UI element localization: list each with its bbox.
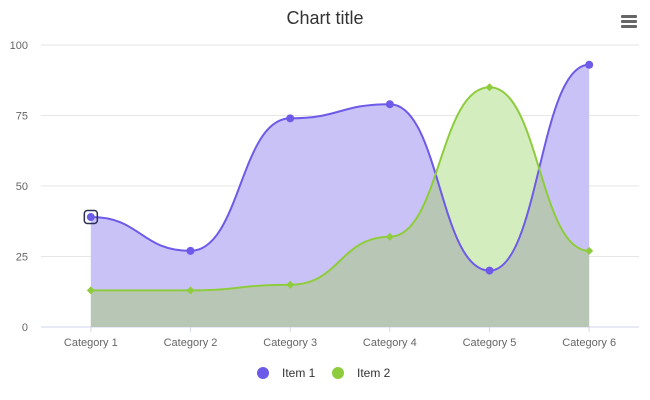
chart-title: Chart title: [286, 8, 363, 28]
series-item-1-point-4[interactable]: [385, 100, 394, 109]
series-item-2-point-2[interactable]: [186, 286, 195, 295]
y-tick-label-100: 100: [10, 40, 28, 52]
series-item-1-point-6[interactable]: [585, 60, 594, 69]
x-tick-label-category-3: Category 3: [263, 337, 317, 349]
y-axis: 0 25 50 75 100: [10, 40, 28, 334]
series-item-2-point-5[interactable]: [485, 83, 494, 92]
legend-label-item-1: Item 1: [282, 366, 316, 380]
y-tick-label-75: 75: [16, 111, 28, 123]
legend-label-item-2: Item 2: [357, 366, 391, 380]
series-item-2-point-3[interactable]: [286, 280, 295, 289]
series-item-1-markers: [83, 60, 594, 275]
chart-menu-button[interactable]: [614, 10, 644, 34]
x-tick-label-category-5: Category 5: [463, 337, 517, 349]
series-item-1-point-2[interactable]: [186, 246, 195, 255]
legend-swatch-item-2: [332, 367, 344, 379]
series-item-2-markers: [86, 83, 594, 295]
x-tick-label-category-2: Category 2: [164, 337, 218, 349]
x-tick-label-category-6: Category 6: [562, 337, 616, 349]
chart-legend: Item 1 Item 2: [257, 366, 391, 380]
series-item-1-point-1[interactable]: [86, 213, 95, 222]
series-item-1-point-5[interactable]: [485, 266, 494, 275]
hamburger-menu-icon: [621, 15, 637, 28]
legend-item-item-2[interactable]: Item 2: [332, 366, 391, 380]
x-tick-label-category-1: Category 1: [64, 337, 118, 349]
legend-swatch-item-1: [257, 367, 269, 379]
chart-series: [83, 60, 594, 327]
x-axis: Category 1 Category 2 Category 3 Category 4…: [41, 326, 639, 349]
y-tick-label-25: 25: [16, 252, 28, 264]
series-item-1-point-3[interactable]: [286, 114, 295, 123]
legend-item-item-1[interactable]: Item 1: [257, 366, 316, 380]
series-item-2-point-6[interactable]: [585, 246, 594, 255]
x-tick-label-category-4: Category 4: [363, 337, 417, 349]
y-tick-label-0: 0: [22, 322, 28, 334]
series-item-2-point-4[interactable]: [385, 232, 394, 241]
y-tick-label-50: 50: [16, 181, 28, 193]
series-item-2-point-1[interactable]: [86, 286, 95, 295]
highlighted-point-frame: [83, 209, 99, 225]
